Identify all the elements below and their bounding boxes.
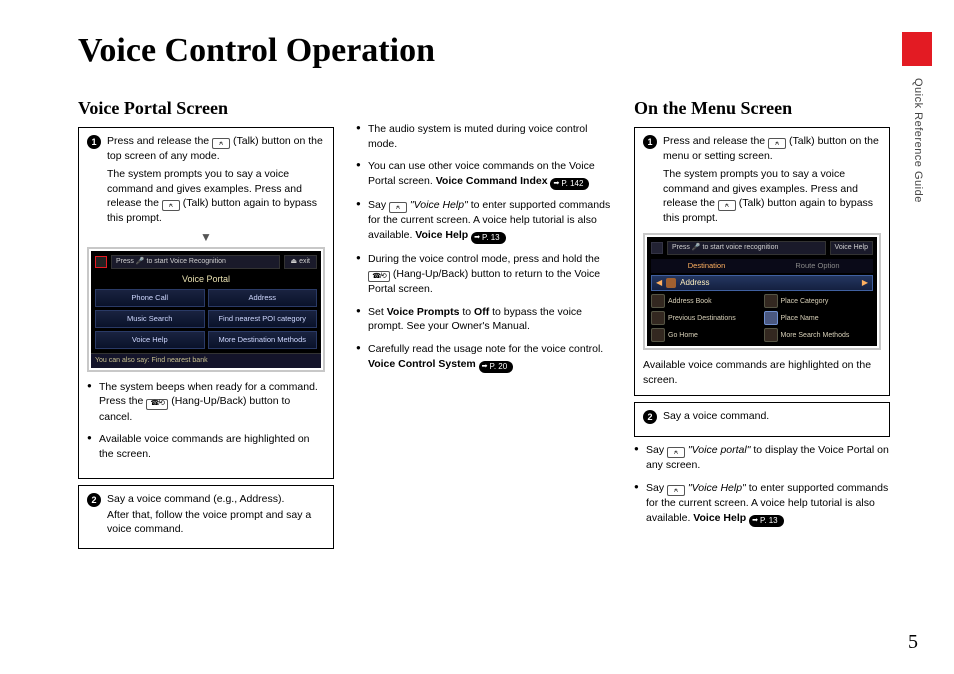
step-box-2: 2 Say a voice command. bbox=[634, 402, 890, 437]
arrow-down-icon: ▼ bbox=[87, 229, 325, 245]
col-menu-screen: On the Menu Screen 1 Press and release t… bbox=[634, 98, 890, 555]
shot-grid: Phone Call Address Music Search Find nea… bbox=[95, 289, 317, 349]
bullet: The audio system is muted during voice c… bbox=[356, 122, 612, 151]
step-number-2: 2 bbox=[643, 410, 657, 424]
step-number-2: 2 bbox=[87, 493, 101, 507]
screenshot-menu: Press 🎤 to start voice recognition Voice… bbox=[643, 233, 881, 350]
back-icon: ☎/⟲ bbox=[146, 399, 168, 410]
talk-icon: ⍲ bbox=[389, 202, 407, 213]
page-ref: P. 13 bbox=[471, 232, 506, 244]
step-box-2: 2 Say a voice command (e.g., Address). A… bbox=[78, 485, 334, 550]
shot-bottom: You can also say: Find nearest bank bbox=[91, 353, 321, 367]
page-ref: P. 20 bbox=[479, 361, 514, 373]
step-2-text: Say a voice command. bbox=[663, 409, 881, 424]
bullet: The system beeps when ready for a comman… bbox=[87, 380, 325, 425]
heading-voice-portal: Voice Portal Screen bbox=[78, 98, 334, 119]
bullet: Say ⍲ "Voice Help" to enter supported co… bbox=[634, 481, 890, 527]
shot-voice-help: Voice Help bbox=[830, 241, 873, 254]
talk-icon: ⍲ bbox=[162, 200, 180, 211]
page-ref: P. 13 bbox=[749, 515, 784, 527]
screenshot-caption: Available voice commands are highlighted… bbox=[643, 358, 881, 386]
talk-icon bbox=[651, 242, 663, 254]
step-box-1: 1 Press and release the ⍲ (Talk) button … bbox=[634, 127, 890, 396]
talk-icon: ⍲ bbox=[212, 138, 230, 149]
columns: Voice Portal Screen 1 Press and release … bbox=[78, 98, 900, 555]
shot-tabs: Destination Route Option bbox=[651, 259, 873, 273]
side-label: Quick Reference Guide bbox=[908, 78, 924, 318]
col-voice-portal: Voice Portal Screen 1 Press and release … bbox=[78, 98, 334, 555]
shot-address-row: ◀ Address ▶ bbox=[651, 275, 873, 292]
col-notes: The audio system is muted during voice c… bbox=[356, 98, 612, 555]
shot-topbar: Press 🎤 to start voice recognition bbox=[667, 241, 826, 254]
step-box-1: 1 Press and release the ⍲ (Talk) button … bbox=[78, 127, 334, 479]
manual-page: Quick Reference Guide 5 Voice Control Op… bbox=[0, 0, 954, 674]
page-title: Voice Control Operation bbox=[78, 32, 900, 70]
tab-destination: Destination bbox=[651, 259, 762, 273]
step-1-text: Press and release the ⍲ (Talk) button on… bbox=[107, 134, 325, 225]
tab-route-option: Route Option bbox=[762, 259, 873, 273]
heading-menu-screen: On the Menu Screen bbox=[634, 98, 890, 119]
bullet: Available voice commands are highlighted… bbox=[87, 432, 325, 461]
side-tab bbox=[902, 32, 932, 66]
talk-icon: ⍲ bbox=[768, 138, 786, 149]
address-label: Address bbox=[680, 278, 709, 289]
screenshot-voice-portal: Press 🎤 to start Voice Recognition ⏏ exi… bbox=[87, 247, 325, 371]
shot-topbar: Press 🎤 to start Voice Recognition bbox=[111, 255, 280, 268]
shot-vp-title: Voice Portal bbox=[95, 273, 317, 285]
bullet: You can use other voice commands on the … bbox=[356, 159, 612, 190]
step-2-text: Say a voice command (e.g., Address). Aft… bbox=[107, 492, 325, 537]
bullet: Say ⍲ "Voice portal" to display the Voic… bbox=[634, 443, 890, 473]
shot-exit: ⏏ exit bbox=[284, 255, 317, 268]
step-1-text: Press and release the ⍲ (Talk) button on… bbox=[663, 134, 881, 225]
talk-icon: ⍲ bbox=[718, 200, 736, 211]
shot-menu-grid: Address Book Place Category Previous Des… bbox=[651, 294, 873, 342]
page-ref: P. 142 bbox=[550, 178, 589, 190]
talk-highlight-icon bbox=[95, 256, 107, 268]
talk-icon: ⍲ bbox=[667, 447, 685, 458]
bullet: Carefully read the usage note for the vo… bbox=[356, 342, 612, 373]
bullet: Set Voice Prompts to Off to bypass the v… bbox=[356, 305, 612, 334]
back-icon: ☎/⟲ bbox=[368, 271, 390, 282]
step-number-1: 1 bbox=[87, 135, 101, 149]
step-number-1: 1 bbox=[643, 135, 657, 149]
talk-icon: ⍲ bbox=[667, 485, 685, 496]
address-icon bbox=[666, 278, 676, 288]
bullet: During the voice control mode, press and… bbox=[356, 252, 612, 297]
bullet: Say ⍲ "Voice Help" to enter supported co… bbox=[356, 198, 612, 244]
page-number: 5 bbox=[908, 631, 918, 654]
